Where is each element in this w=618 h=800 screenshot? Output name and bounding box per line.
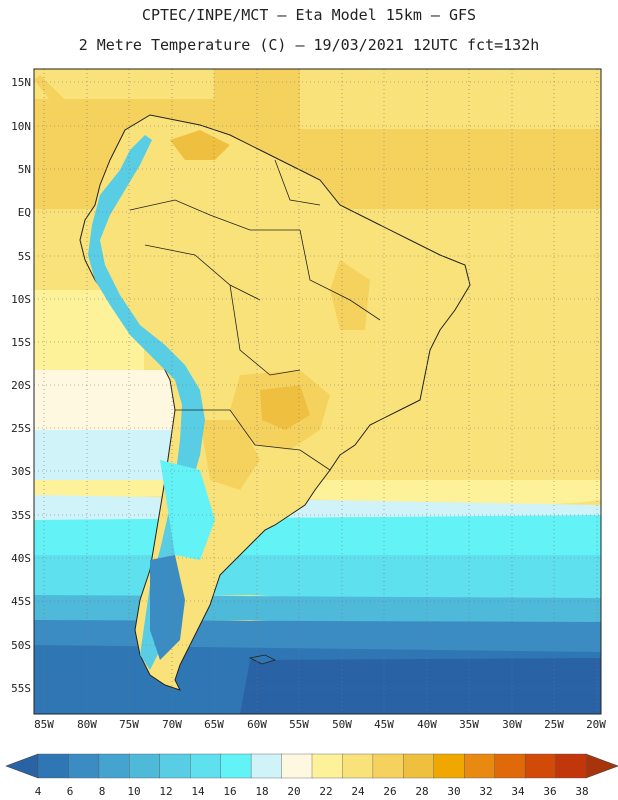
lon-label: 20W [586, 718, 606, 731]
field-pacific-cooler [34, 430, 184, 480]
lat-label: 50S [11, 639, 31, 652]
colorbar-label: 8 [99, 785, 106, 798]
colorbar-swatch [129, 753, 161, 779]
colorbar-over-arrow [585, 753, 618, 779]
field-pacific-cool [34, 370, 174, 430]
colorbar-label: 34 [511, 785, 525, 798]
colorbar-label: 16 [223, 785, 236, 798]
colorbar-label: 6 [67, 785, 74, 798]
colorbar-label: 14 [191, 785, 205, 798]
field-warm-brazil-ne [330, 260, 370, 330]
colorbar-swatch [220, 753, 252, 779]
colorbar-swatch [37, 753, 70, 779]
colorbar-swatch [464, 753, 496, 779]
field-central-argentina-cool [160, 460, 215, 560]
colorbar-label: 28 [415, 785, 428, 798]
lat-label: 35S [11, 509, 31, 522]
lat-label: 45S [11, 595, 31, 608]
colorbar-swatch [494, 753, 526, 779]
lon-label: 45W [374, 718, 394, 731]
colorbar-swatch [190, 753, 222, 779]
lon-label: 25W [544, 718, 564, 731]
colorbar-swatch [281, 753, 313, 779]
field-band-4 [240, 658, 601, 714]
colorbar-label: 12 [159, 785, 172, 798]
lon-label: 75W [119, 718, 139, 731]
colorbar-label: 38 [575, 785, 588, 798]
colorbar-swatch [372, 753, 404, 779]
colorbar-swatch [311, 753, 344, 779]
lat-label: 10N [11, 120, 31, 133]
map-frame [33, 68, 602, 715]
longitude-labels: 85W 80W 75W 70W 65W 60W 55W 50W 45W 40W … [34, 718, 606, 731]
lat-label: 40S [11, 552, 31, 565]
colorbar-label: 22 [319, 785, 332, 798]
lon-label: 65W [204, 718, 224, 731]
country-borders [129, 159, 381, 471]
colorbar-swatches [37, 753, 587, 779]
lon-label: 70W [162, 718, 182, 731]
lon-label: 85W [34, 718, 54, 731]
colorbar-label: 4 [35, 785, 42, 798]
colorbar-label: 24 [351, 785, 365, 798]
colorbar: 4 6 8 10 12 14 16 18 20 22 24 26 28 30 3… [5, 753, 618, 798]
map-title-line-1: CPTEC/INPE/MCT – Eta Model 15km – GFS [141, 6, 477, 24]
lat-label: 5S [18, 250, 31, 263]
lon-label: 50W [332, 718, 352, 731]
colorbar-label: 20 [287, 785, 300, 798]
colorbar-label: 36 [543, 785, 556, 798]
lat-label: 15S [11, 336, 31, 349]
colorbar-label: 30 [447, 785, 460, 798]
colorbar-swatch [342, 753, 374, 779]
lat-label: 5N [18, 163, 31, 176]
colorbar-label: 10 [127, 785, 140, 798]
field-hot-chaco [260, 385, 310, 430]
field-warm-venezuela [170, 130, 230, 160]
lat-label: 55S [11, 682, 31, 695]
lon-label: 60W [247, 718, 267, 731]
colorbar-swatch [433, 753, 465, 779]
lat-label: 15N [11, 76, 31, 89]
colorbar-swatch [98, 753, 130, 779]
colorbar-swatch [159, 753, 191, 779]
lat-label: 20S [11, 379, 31, 392]
lon-label: 55W [289, 718, 309, 731]
map-panel [34, 69, 601, 714]
colorbar-label: 18 [255, 785, 268, 798]
lon-label: 30W [502, 718, 522, 731]
lon-label: 40W [417, 718, 437, 731]
colorbar-swatch [250, 753, 283, 779]
graticule [34, 69, 601, 714]
colorbar-label: 26 [383, 785, 396, 798]
colorbar-label: 32 [479, 785, 492, 798]
colorbar-under-arrow [5, 753, 39, 779]
field-warm-argentina [200, 420, 260, 490]
lat-label: EQ [18, 206, 31, 219]
colorbar-swatch [68, 753, 100, 779]
field-pacific-north [34, 69, 214, 99]
lat-label: 25S [11, 422, 31, 435]
lon-label: 80W [77, 718, 97, 731]
latitude-labels: 15N 10N 5N EQ 5S 10S 15S 20S 25S 30S 35S… [11, 76, 31, 695]
colorbar-swatch [524, 753, 557, 779]
field-patagonia-cold [150, 555, 185, 660]
land-central-america [34, 75, 110, 145]
field-caribbean [300, 69, 601, 129]
lat-label: 10S [11, 293, 31, 306]
lat-label: 30S [11, 465, 31, 478]
colorbar-swatch [403, 753, 435, 779]
map-title-line-2: 2 Metre Temperature (C) – 19/03/2021 12U… [78, 36, 540, 54]
lon-label: 35W [459, 718, 479, 731]
land-falklands [248, 654, 277, 665]
colorbar-swatch [555, 753, 587, 779]
